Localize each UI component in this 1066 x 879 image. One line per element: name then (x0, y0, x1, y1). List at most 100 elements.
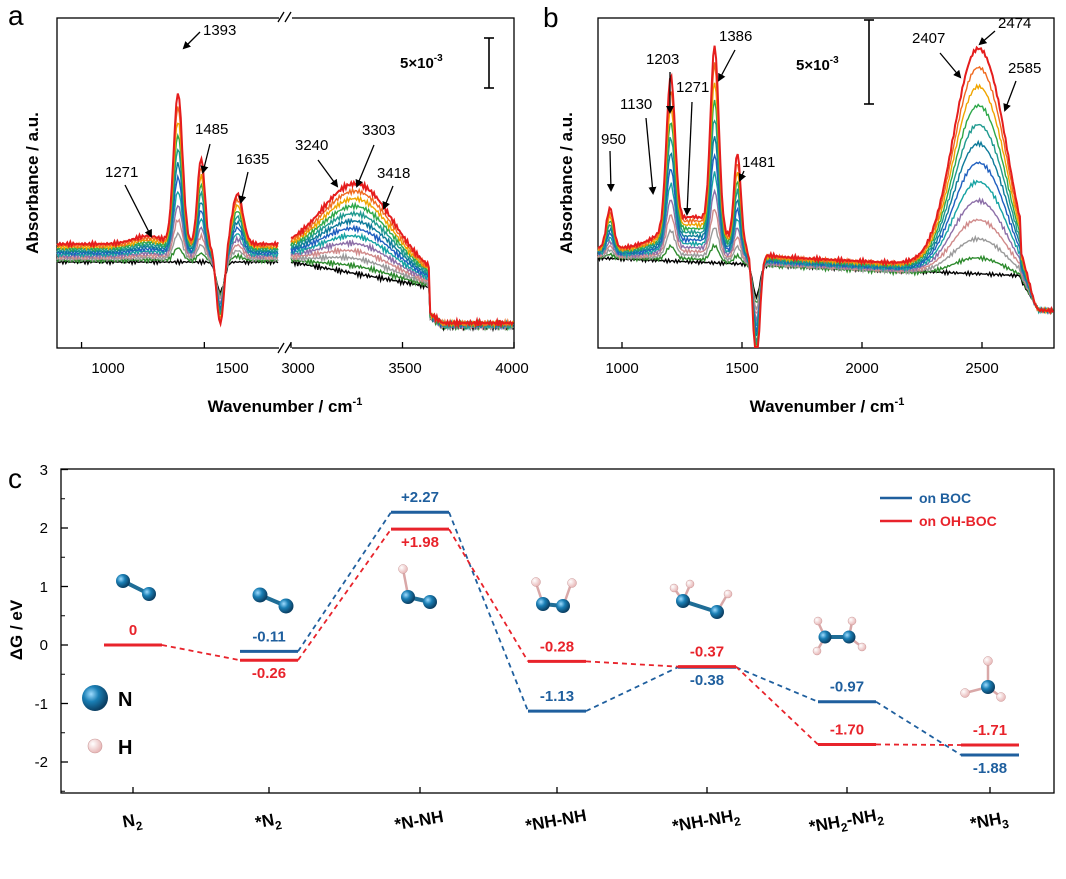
tick-label-b-1000: 1000 (605, 360, 638, 377)
molecule-n2-adsorbed-icon (252, 587, 294, 614)
ytick-label-c-3: 3 (40, 462, 48, 479)
connector-0-5 (735, 666, 819, 703)
category-label-5: *NH2-NH2 (808, 805, 886, 841)
tick-label-a-1000: 1000 (91, 360, 124, 377)
spectrum-a-left-0 (56, 257, 279, 295)
category-labels: N2 *N2 *N-NH *NH-NH *NH-NH2 *NH2-NH2 *NH3 (121, 805, 1011, 841)
energy-value-ohboc-6: -1.71 (973, 722, 1007, 739)
connector-0-6 (875, 700, 962, 756)
spectrum-a-left-11 (56, 106, 279, 322)
peak-label-1271: 1271 (676, 79, 709, 96)
energy-value-boc-6: -1.88 (973, 760, 1007, 777)
spectrum-a-left-7 (56, 162, 279, 313)
peak-arrow-3240 (317, 159, 339, 188)
ytick-label-c-m1: -1 (35, 696, 48, 713)
panel-label-a: a (8, 0, 24, 31)
molecule-nh-nh2-icon (669, 579, 733, 619)
connector-0-3 (448, 511, 529, 712)
peak-label-1271: 1271 (105, 164, 138, 181)
peak-arrow-950 (606, 150, 615, 192)
atom-h-icon (87, 738, 103, 754)
axis-break-top-2 (284, 11, 292, 23)
peak-arrow-1386 (718, 49, 736, 82)
peak-arrow-1481 (738, 170, 747, 182)
ytick-label-c-1: 1 (40, 579, 48, 596)
panel-label-b: b (543, 2, 559, 33)
legend-label-boc: on BOC (919, 490, 971, 506)
peak-arrow-2585 (1003, 80, 1017, 112)
energy-value-ohboc-4: -0.37 (690, 644, 724, 661)
category-label-6: *NH3 (969, 808, 1011, 837)
spectrum-a-left-8 (56, 148, 279, 315)
peak-label-1203: 1203 (646, 51, 679, 68)
peak-arrow-3418 (382, 185, 394, 210)
tick-label-b-1500: 1500 (725, 360, 758, 377)
energy-value-boc-4: -0.38 (690, 672, 724, 689)
energy-value-boc-2: +2.27 (401, 489, 439, 506)
chart-panel-a: 1000 1500 3000 3500 4000 Wavenumber / cm… (23, 10, 529, 416)
tick-label-a-3000: 3000 (281, 360, 314, 377)
molecule-nh2-nh2-icon (812, 616, 867, 656)
peak-label-3303: 3303 (362, 122, 395, 139)
tick-label-a-1500: 1500 (215, 360, 248, 377)
atom-label-h: H (118, 737, 132, 759)
energy-value-boc-1: -0.11 (252, 628, 285, 645)
plot-frame-b (597, 17, 1055, 349)
peak-arrow-1393 (182, 31, 201, 50)
peak-arrow-3303 (355, 144, 375, 188)
molecule-n2-icon (116, 574, 156, 601)
axis-break-top-1 (277, 11, 285, 23)
tick-label-b-2500: 2500 (965, 360, 998, 377)
spectra-a (56, 93, 514, 333)
molecule-n-nh-icon (398, 564, 437, 609)
spectrum-a-left-3 (56, 217, 279, 300)
connector-0-4 (585, 666, 679, 712)
plot-frame-a (56, 17, 515, 349)
category-label-4: *NH-NH2 (671, 805, 742, 840)
y-axis-label-a: Absorbance / a.u. (23, 112, 42, 254)
scale-bar-label-a: 5×10-3 (400, 53, 443, 72)
tick-label-a-4000: 4000 (495, 360, 528, 377)
axis-break-bottom-mask (279, 340, 292, 356)
scale-bar-label-b: 5×10-3 (796, 55, 839, 74)
molecule-nh-nh-icon (531, 577, 577, 613)
peak-label-1481: 1481 (742, 154, 775, 171)
peak-label-1485: 1485 (195, 121, 228, 138)
peak-arrow-1485 (200, 143, 211, 174)
peak-label-1635: 1635 (236, 151, 269, 168)
energy-value-boc-3: -1.13 (540, 688, 574, 705)
chart-panel-c: 3 2 1 0 -1 -2 ΔG / eV -0.11 +2.27 -1.13 -0.… (7, 462, 1055, 841)
chart-panel-b: 1000 1500 2000 2500 Wavenumber / cm-1 Ab… (557, 15, 1055, 416)
tick-label-a-3500: 3500 (388, 360, 421, 377)
connector-1-3 (448, 528, 529, 662)
category-label-2: *N-NH (393, 807, 445, 834)
connector-1-4 (585, 660, 679, 668)
connector-1-5 (735, 665, 819, 746)
spectrum-b-8 (597, 119, 1054, 344)
atom-n-icon (82, 685, 108, 711)
peak-label-3418: 3418 (377, 165, 410, 182)
peak-label-1386: 1386 (719, 28, 752, 45)
tick-label-b-2000: 2000 (845, 360, 878, 377)
x-axis-label-a: Wavenumber / cm-1 (208, 396, 363, 416)
connector-0-2 (297, 511, 392, 652)
energy-value-boc-5: -0.97 (830, 679, 864, 696)
y-axis-label-c: ΔG / eV (7, 599, 26, 660)
peak-label-1393: 1393 (203, 22, 236, 39)
peak-label-950: 950 (601, 131, 626, 148)
category-label-0: N2 (121, 810, 144, 836)
connector-1-1 (161, 644, 241, 662)
connector-1-6 (875, 743, 962, 746)
spectrum-b-1 (597, 242, 1054, 315)
peak-arrow-1635 (238, 171, 249, 204)
y-axis-label-b: Absorbance / a.u. (557, 112, 576, 254)
connector-1-2 (297, 528, 392, 661)
energy-value-ohboc-0: 0 (129, 622, 137, 639)
spectra-b (597, 45, 1054, 349)
peak-arrow-2474 (978, 30, 996, 46)
peak-arrow-2407 (939, 52, 962, 79)
peak-arrow-1271 (683, 101, 693, 216)
ytick-label-c-m2: -2 (35, 754, 48, 771)
energy-value-ohboc-3: -0.28 (540, 638, 574, 655)
ytick-label-c-2: 2 (40, 520, 48, 537)
